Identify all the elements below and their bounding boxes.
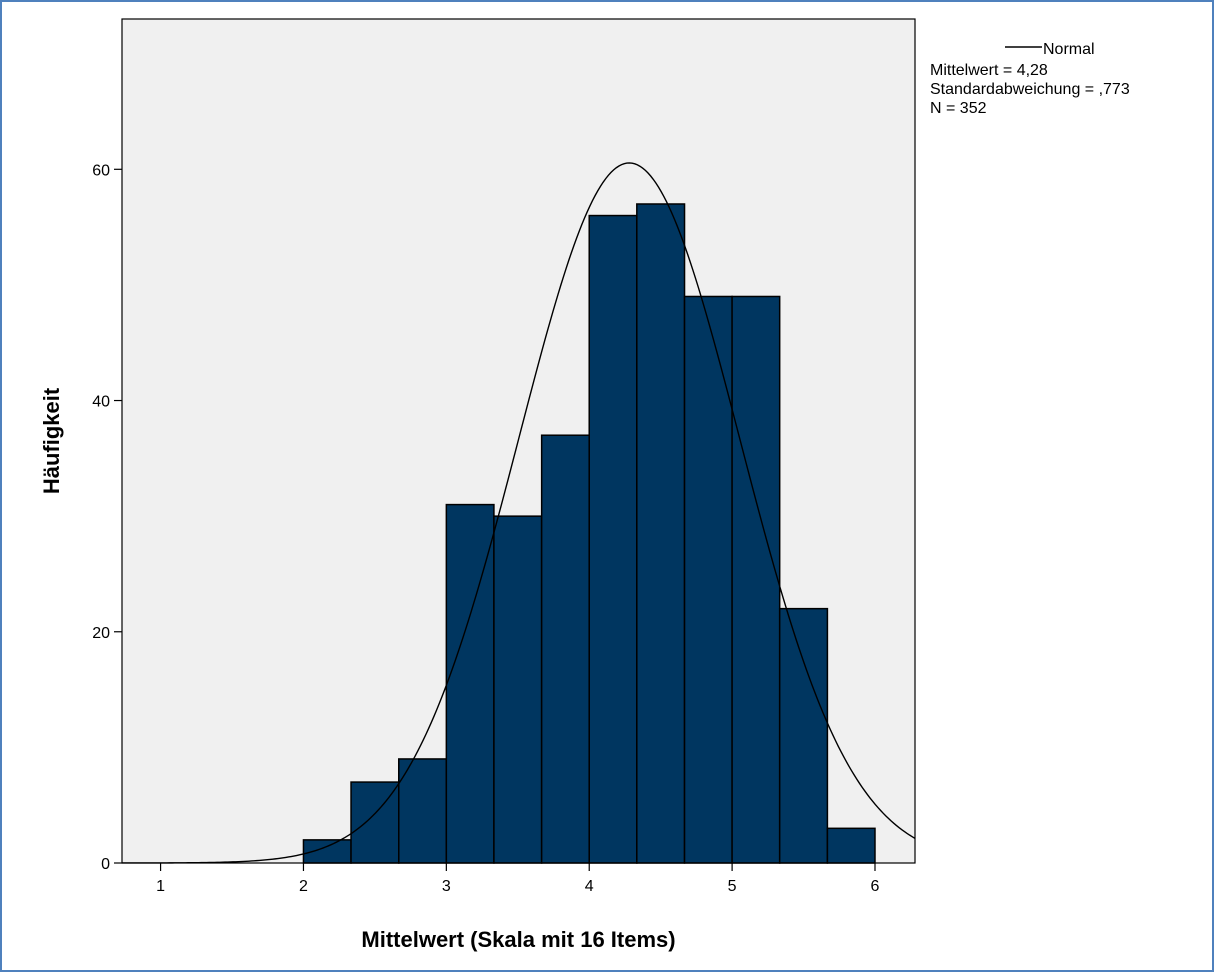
x-tick-label-6: 6 (871, 878, 880, 895)
x-tick-label-3: 3 (442, 878, 451, 895)
histogram-bar-12 (826, 827, 876, 864)
x-axis: 1 2 3 4 5 6 (156, 863, 880, 895)
x-axis-title: Mittelwert (Skala mit 16 Items) (361, 927, 675, 952)
y-tick-label-0: 0 (101, 856, 110, 873)
y-tick-label-60: 60 (92, 162, 110, 179)
x-tick-label-1: 1 (156, 878, 165, 895)
legend-stat-mean: Mittelwert = 4,28 (930, 62, 1048, 79)
y-axis-title: Häufigkeit (39, 387, 64, 494)
x-tick-label-5: 5 (728, 878, 737, 895)
normal-curve (122, 162, 916, 864)
y-tick-label-40: 40 (92, 394, 110, 411)
x-tick-label-2: 2 (299, 878, 308, 895)
y-axis: 0 20 40 60 (92, 162, 122, 873)
histogram-bar-6 (540, 434, 590, 864)
plot-border (121, 18, 916, 864)
legend: Normal Mittelwert = 4,28 Standardabweich… (930, 41, 1130, 117)
histogram-bar-3 (398, 758, 448, 864)
x-tick-label-4: 4 (585, 878, 594, 895)
legend-stat-sd: Standardabweichung = ,773 (930, 81, 1130, 98)
legend-label-normal: Normal (1043, 41, 1095, 58)
histogram-bar-11 (778, 607, 829, 864)
bars (302, 203, 876, 864)
histogram-bar-10 (731, 295, 781, 864)
histogram-bar-8 (636, 203, 686, 864)
histogram-bar-9 (683, 295, 733, 864)
legend-stat-n: N = 352 (930, 100, 987, 117)
y-tick-label-20: 20 (92, 625, 110, 642)
histogram-bar-7 (588, 214, 638, 864)
histogram-bar-5 (493, 515, 543, 864)
